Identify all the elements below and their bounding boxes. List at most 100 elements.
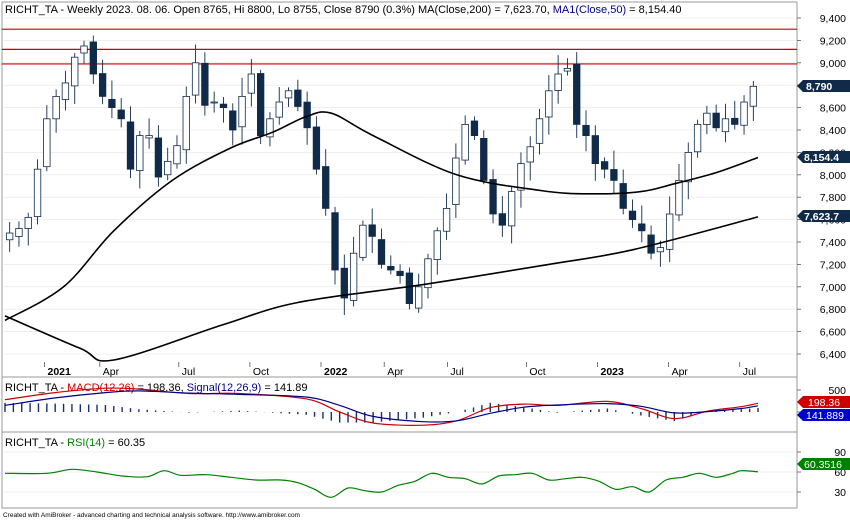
candle-body bbox=[489, 179, 497, 215]
candle-body bbox=[136, 135, 144, 171]
candle-body bbox=[238, 96, 246, 128]
candle-body bbox=[619, 183, 627, 209]
y-tick-label: 8,000 bbox=[820, 170, 846, 182]
candle-body bbox=[368, 224, 376, 237]
candle-body bbox=[387, 265, 395, 271]
svg-text:8,154.4: 8,154.4 bbox=[804, 152, 839, 164]
candle-body bbox=[749, 85, 758, 107]
candle-body bbox=[721, 118, 730, 133]
candle-body bbox=[535, 118, 544, 144]
x-tick-label: Apr bbox=[672, 366, 689, 378]
x-tick-label: Jul bbox=[743, 366, 756, 378]
candle-body bbox=[98, 73, 107, 97]
macd-pane bbox=[1, 376, 798, 433]
macd-badge: 198.36 bbox=[797, 396, 850, 409]
candle-body bbox=[154, 137, 163, 178]
y-tick-label: 9,200 bbox=[820, 35, 846, 47]
rsi-line bbox=[4, 468, 759, 498]
x-tick-label: Jul bbox=[450, 366, 463, 378]
candle-body bbox=[693, 124, 702, 153]
candle-body bbox=[517, 163, 525, 191]
candle-body bbox=[396, 270, 404, 277]
candle-body bbox=[266, 118, 274, 138]
candle-body bbox=[470, 120, 479, 136]
signal-line bbox=[4, 390, 759, 423]
x-tick-label: Apr bbox=[103, 366, 120, 378]
x-tick-label: Jul bbox=[182, 366, 195, 378]
price-y-axis: 6,4006,6006,8007,0007,2007,4007,6007,800… bbox=[797, 13, 846, 361]
svg-text:141.889: 141.889 bbox=[806, 410, 844, 422]
x-tick-label: Oct bbox=[529, 366, 545, 378]
macd-histogram bbox=[4, 402, 759, 423]
resistance-lines bbox=[2, 28, 797, 65]
y-tick-label: 60 bbox=[834, 467, 846, 479]
candle-body bbox=[173, 145, 181, 165]
price-candles bbox=[5, 35, 758, 315]
candle-body bbox=[5, 232, 14, 241]
candle-body bbox=[322, 166, 330, 209]
candle-body bbox=[108, 98, 116, 108]
candle-body bbox=[461, 124, 469, 161]
candle-body bbox=[229, 110, 237, 131]
candle-body bbox=[731, 117, 739, 125]
rsi-y-axis: 90 60 30 bbox=[797, 447, 846, 499]
ma200-line bbox=[4, 216, 759, 362]
candle-body bbox=[405, 272, 414, 304]
candle-body bbox=[675, 179, 683, 216]
candle-body bbox=[740, 101, 748, 126]
candle-body bbox=[359, 224, 367, 258]
price-gridlines bbox=[2, 17, 797, 355]
candle-body bbox=[61, 82, 70, 100]
rsi-title: RICHT_TA - RSI(14) = 60.35 bbox=[5, 437, 145, 449]
x-tick-label: 2022 bbox=[324, 366, 348, 378]
candle-body bbox=[600, 161, 609, 170]
candle-body bbox=[452, 157, 460, 205]
ma50-line bbox=[4, 111, 759, 322]
y-tick-label: 30 bbox=[834, 487, 846, 499]
candle-body bbox=[312, 126, 321, 170]
candle-body bbox=[294, 89, 302, 107]
price-title: RICHT_TA - Weekly 2023. 08. 06. Open 876… bbox=[5, 4, 681, 16]
candle-body bbox=[145, 135, 153, 139]
candle-body bbox=[182, 96, 190, 151]
y-tick-label: 7,200 bbox=[820, 259, 846, 271]
candle-body bbox=[80, 45, 88, 54]
candle-body bbox=[638, 223, 646, 232]
candle-body bbox=[52, 96, 60, 120]
candle-body bbox=[684, 151, 692, 183]
candle-body bbox=[442, 207, 451, 232]
svg-text:60.3516: 60.3516 bbox=[804, 459, 842, 471]
y-tick-label: 7,800 bbox=[820, 192, 846, 204]
y-tick-label: 6,800 bbox=[820, 304, 846, 316]
candle-body bbox=[703, 112, 711, 125]
candle-body bbox=[275, 101, 283, 118]
candle-body bbox=[377, 239, 386, 265]
x-tick-label: Oct bbox=[253, 366, 269, 378]
y-tick-label: 6,600 bbox=[820, 327, 846, 339]
x-tick-label: 2021 bbox=[48, 366, 72, 378]
rsi-gridlines bbox=[2, 451, 797, 493]
candle-body bbox=[563, 68, 572, 72]
candle-body bbox=[349, 252, 358, 301]
y-tick-label: 8,400 bbox=[820, 125, 846, 137]
candle-body bbox=[247, 73, 256, 94]
candle-body bbox=[433, 230, 441, 260]
y-tick-label: 7,000 bbox=[820, 282, 846, 294]
ma50-badge: 8,154.4 bbox=[797, 151, 850, 164]
svg-text:7,623.7: 7,623.7 bbox=[804, 211, 839, 223]
candle-body bbox=[210, 101, 218, 104]
candle-body bbox=[164, 160, 172, 176]
rsi-pane bbox=[1, 431, 798, 509]
price-x-axis: 2021 Apr Jul Oct 2022 Apr Jul Oct 2023 Apr Jul bbox=[44, 362, 756, 378]
candle-body bbox=[545, 90, 553, 118]
rsi-badge: 60.3516 bbox=[797, 458, 850, 471]
candle-body bbox=[554, 73, 562, 91]
candle-body bbox=[126, 121, 135, 170]
signal-badge: 141.889 bbox=[797, 409, 850, 422]
svg-text:8,790: 8,790 bbox=[806, 81, 832, 93]
candle-body bbox=[591, 135, 599, 165]
macd-line bbox=[4, 387, 759, 426]
y-tick-label: 500 bbox=[828, 385, 846, 397]
candle-body bbox=[573, 63, 581, 125]
candle-body bbox=[424, 258, 432, 289]
